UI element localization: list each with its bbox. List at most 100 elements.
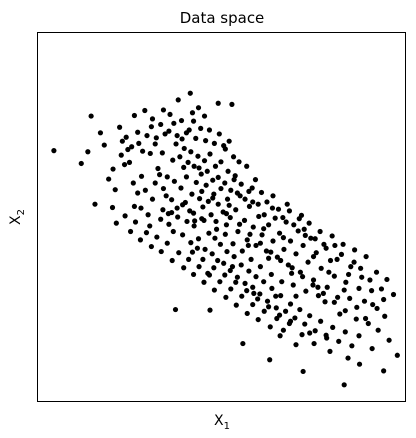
data-point — [266, 255, 272, 261]
data-point — [131, 112, 138, 119]
data-point — [386, 337, 392, 343]
data-point — [264, 199, 270, 205]
data-point — [188, 240, 194, 246]
data-point — [222, 231, 228, 237]
data-point — [268, 271, 274, 278]
data-point — [263, 248, 270, 254]
data-point — [132, 219, 139, 225]
data-point — [172, 306, 179, 313]
data-point — [258, 189, 265, 196]
data-point — [152, 180, 158, 186]
data-point — [160, 207, 166, 213]
data-point — [266, 222, 272, 228]
data-point — [226, 202, 232, 208]
data-point — [349, 343, 355, 349]
data-point — [317, 228, 323, 235]
data-point — [227, 267, 233, 274]
data-point — [292, 315, 298, 321]
data-point — [210, 177, 216, 183]
data-point — [193, 179, 199, 186]
data-point — [171, 120, 177, 126]
data-point — [215, 174, 221, 181]
data-point — [155, 165, 161, 172]
data-point — [170, 228, 176, 235]
data-point — [235, 228, 241, 235]
y-axis-label: X2 — [8, 209, 27, 225]
data-point — [233, 279, 239, 285]
data-point — [238, 262, 244, 268]
data-point — [209, 251, 215, 257]
data-point — [130, 180, 136, 186]
data-point — [303, 288, 309, 294]
data-point — [362, 315, 369, 322]
data-point — [158, 216, 164, 222]
data-point — [315, 284, 321, 290]
data-point — [320, 290, 326, 296]
data-point — [233, 207, 239, 213]
data-point — [356, 361, 363, 367]
data-point — [189, 110, 196, 116]
data-point — [186, 256, 192, 262]
data-point — [289, 270, 295, 276]
data-point — [369, 345, 375, 352]
data-point — [131, 203, 138, 210]
data-point — [229, 101, 235, 107]
data-point — [160, 185, 167, 192]
chart-title: Data space — [180, 9, 265, 27]
data-point — [143, 230, 150, 236]
data-point — [229, 264, 236, 270]
data-point — [281, 246, 287, 252]
data-point — [109, 204, 116, 211]
data-point — [259, 232, 265, 238]
data-point — [277, 333, 283, 339]
data-point — [178, 117, 185, 124]
data-point — [375, 327, 381, 333]
data-point — [246, 203, 253, 210]
data-point — [280, 214, 286, 221]
data-point — [184, 218, 190, 225]
data-point — [195, 153, 201, 159]
data-point — [255, 296, 261, 302]
data-point — [363, 253, 369, 260]
data-point — [164, 174, 170, 180]
data-point — [348, 264, 354, 270]
data-point — [279, 279, 285, 285]
data-point — [191, 223, 197, 229]
data-point — [166, 221, 172, 227]
data-point — [289, 265, 295, 271]
data-point — [275, 206, 282, 212]
data-point — [299, 274, 306, 280]
points-layer — [51, 90, 400, 388]
data-point — [266, 304, 272, 310]
data-point — [144, 132, 150, 139]
data-point — [138, 173, 145, 179]
data-point — [222, 146, 228, 152]
data-point — [189, 249, 196, 255]
data-point — [152, 141, 158, 147]
data-point — [276, 312, 283, 318]
data-point — [211, 287, 217, 293]
data-point — [226, 138, 232, 144]
data-point — [300, 368, 306, 375]
data-point — [250, 199, 256, 205]
data-point — [329, 233, 335, 239]
data-point — [187, 208, 193, 214]
data-point — [276, 230, 283, 236]
data-point — [88, 113, 94, 119]
data-point — [148, 243, 154, 250]
data-point — [287, 318, 294, 324]
data-point — [261, 212, 267, 218]
data-point — [341, 287, 347, 293]
data-point — [215, 257, 221, 264]
data-point — [264, 298, 271, 304]
data-point — [334, 256, 340, 262]
data-point — [171, 178, 177, 184]
data-point — [318, 265, 324, 271]
data-point — [246, 188, 252, 194]
data-point — [174, 132, 180, 139]
data-point — [246, 268, 252, 274]
data-point — [359, 274, 365, 280]
data-point — [230, 154, 237, 160]
data-point — [196, 264, 202, 270]
data-point — [330, 324, 336, 330]
